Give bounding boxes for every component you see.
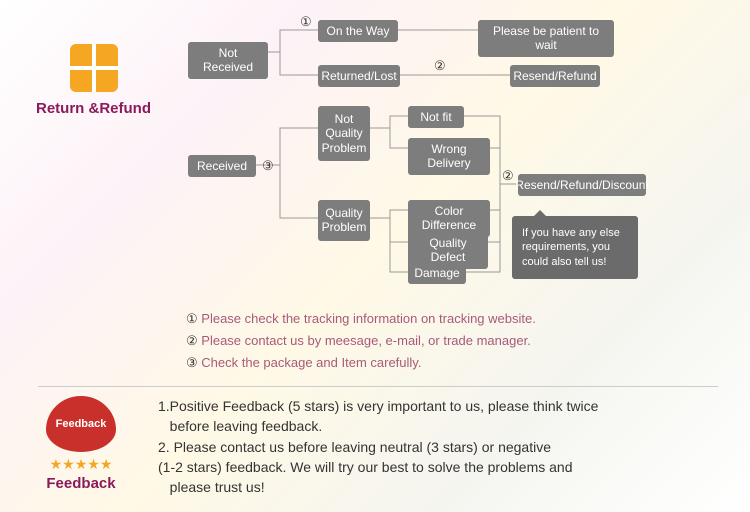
flow-num-2a: ② <box>434 58 446 74</box>
feedback-label: Feedback <box>46 475 116 492</box>
node-damage: Damage <box>408 262 466 284</box>
feedback-line-5: please trust us! <box>158 477 718 497</box>
flow-num-2b: ② <box>502 168 514 184</box>
node-on-the-way: On the Way <box>318 20 398 42</box>
gift-icon <box>70 44 118 92</box>
flow-num-1: ① <box>300 14 312 30</box>
node-quality-problem: Quality Problem <box>318 200 370 241</box>
feedback-badge-text: Feedback <box>56 418 107 430</box>
node-resend-refund: Resend/Refund <box>510 65 600 87</box>
node-not-received: Not Received <box>188 42 268 79</box>
feedback-line-4: (1-2 stars) feedback. We will try our be… <box>158 457 718 477</box>
note-1-num: ① <box>186 311 198 326</box>
node-wrong-delivery: Wrong Delivery <box>408 138 490 175</box>
note-1-text: Please check the tracking information on… <box>201 311 536 326</box>
node-received: Received <box>188 155 256 177</box>
node-returned-lost: Returned/Lost <box>318 65 400 87</box>
note-2-num: ② <box>186 333 198 348</box>
note-3-num: ③ <box>186 355 198 370</box>
node-not-fit: Not fit <box>408 106 464 128</box>
feedback-badge-line1: Feedback <box>56 418 107 430</box>
callout-bubble: If you have any else requirements, you c… <box>512 216 638 279</box>
feedback-text-block: 1.Positive Feedback (5 stars) is very im… <box>158 396 718 497</box>
node-please-wait: Please be patient to wait <box>478 20 614 57</box>
return-refund-label: Return &Refund <box>36 100 151 117</box>
notes-block: ① Please check the tracking information … <box>186 308 536 374</box>
flow-num-3: ③ <box>262 158 274 174</box>
note-2: ② Please contact us by meesage, e-mail, … <box>186 330 536 352</box>
note-3: ③ Check the package and Item carefully. <box>186 352 536 374</box>
note-1: ① Please check the tracking information … <box>186 308 536 330</box>
stars-icon: ★★★★★ <box>46 456 116 473</box>
return-refund-section: Return &Refund <box>36 44 151 117</box>
note-2-text: Please contact us by meesage, e-mail, or… <box>201 333 531 348</box>
feedback-line-2: before leaving feedback. <box>158 416 718 436</box>
node-not-quality-problem: Not Quality Problem <box>318 106 370 161</box>
note-3-text: Check the package and Item carefully. <box>201 355 421 370</box>
node-resend-refund-discount: Resend/Refund/Discount <box>518 174 646 196</box>
feedback-line-1: 1.Positive Feedback (5 stars) is very im… <box>158 396 718 416</box>
feedback-badge-icon: Feedback <box>46 396 116 452</box>
section-divider <box>38 386 718 387</box>
feedback-line-3: 2. Please contact us before leaving neut… <box>158 437 718 457</box>
feedback-section: Feedback ★★★★★ Feedback <box>46 396 116 492</box>
